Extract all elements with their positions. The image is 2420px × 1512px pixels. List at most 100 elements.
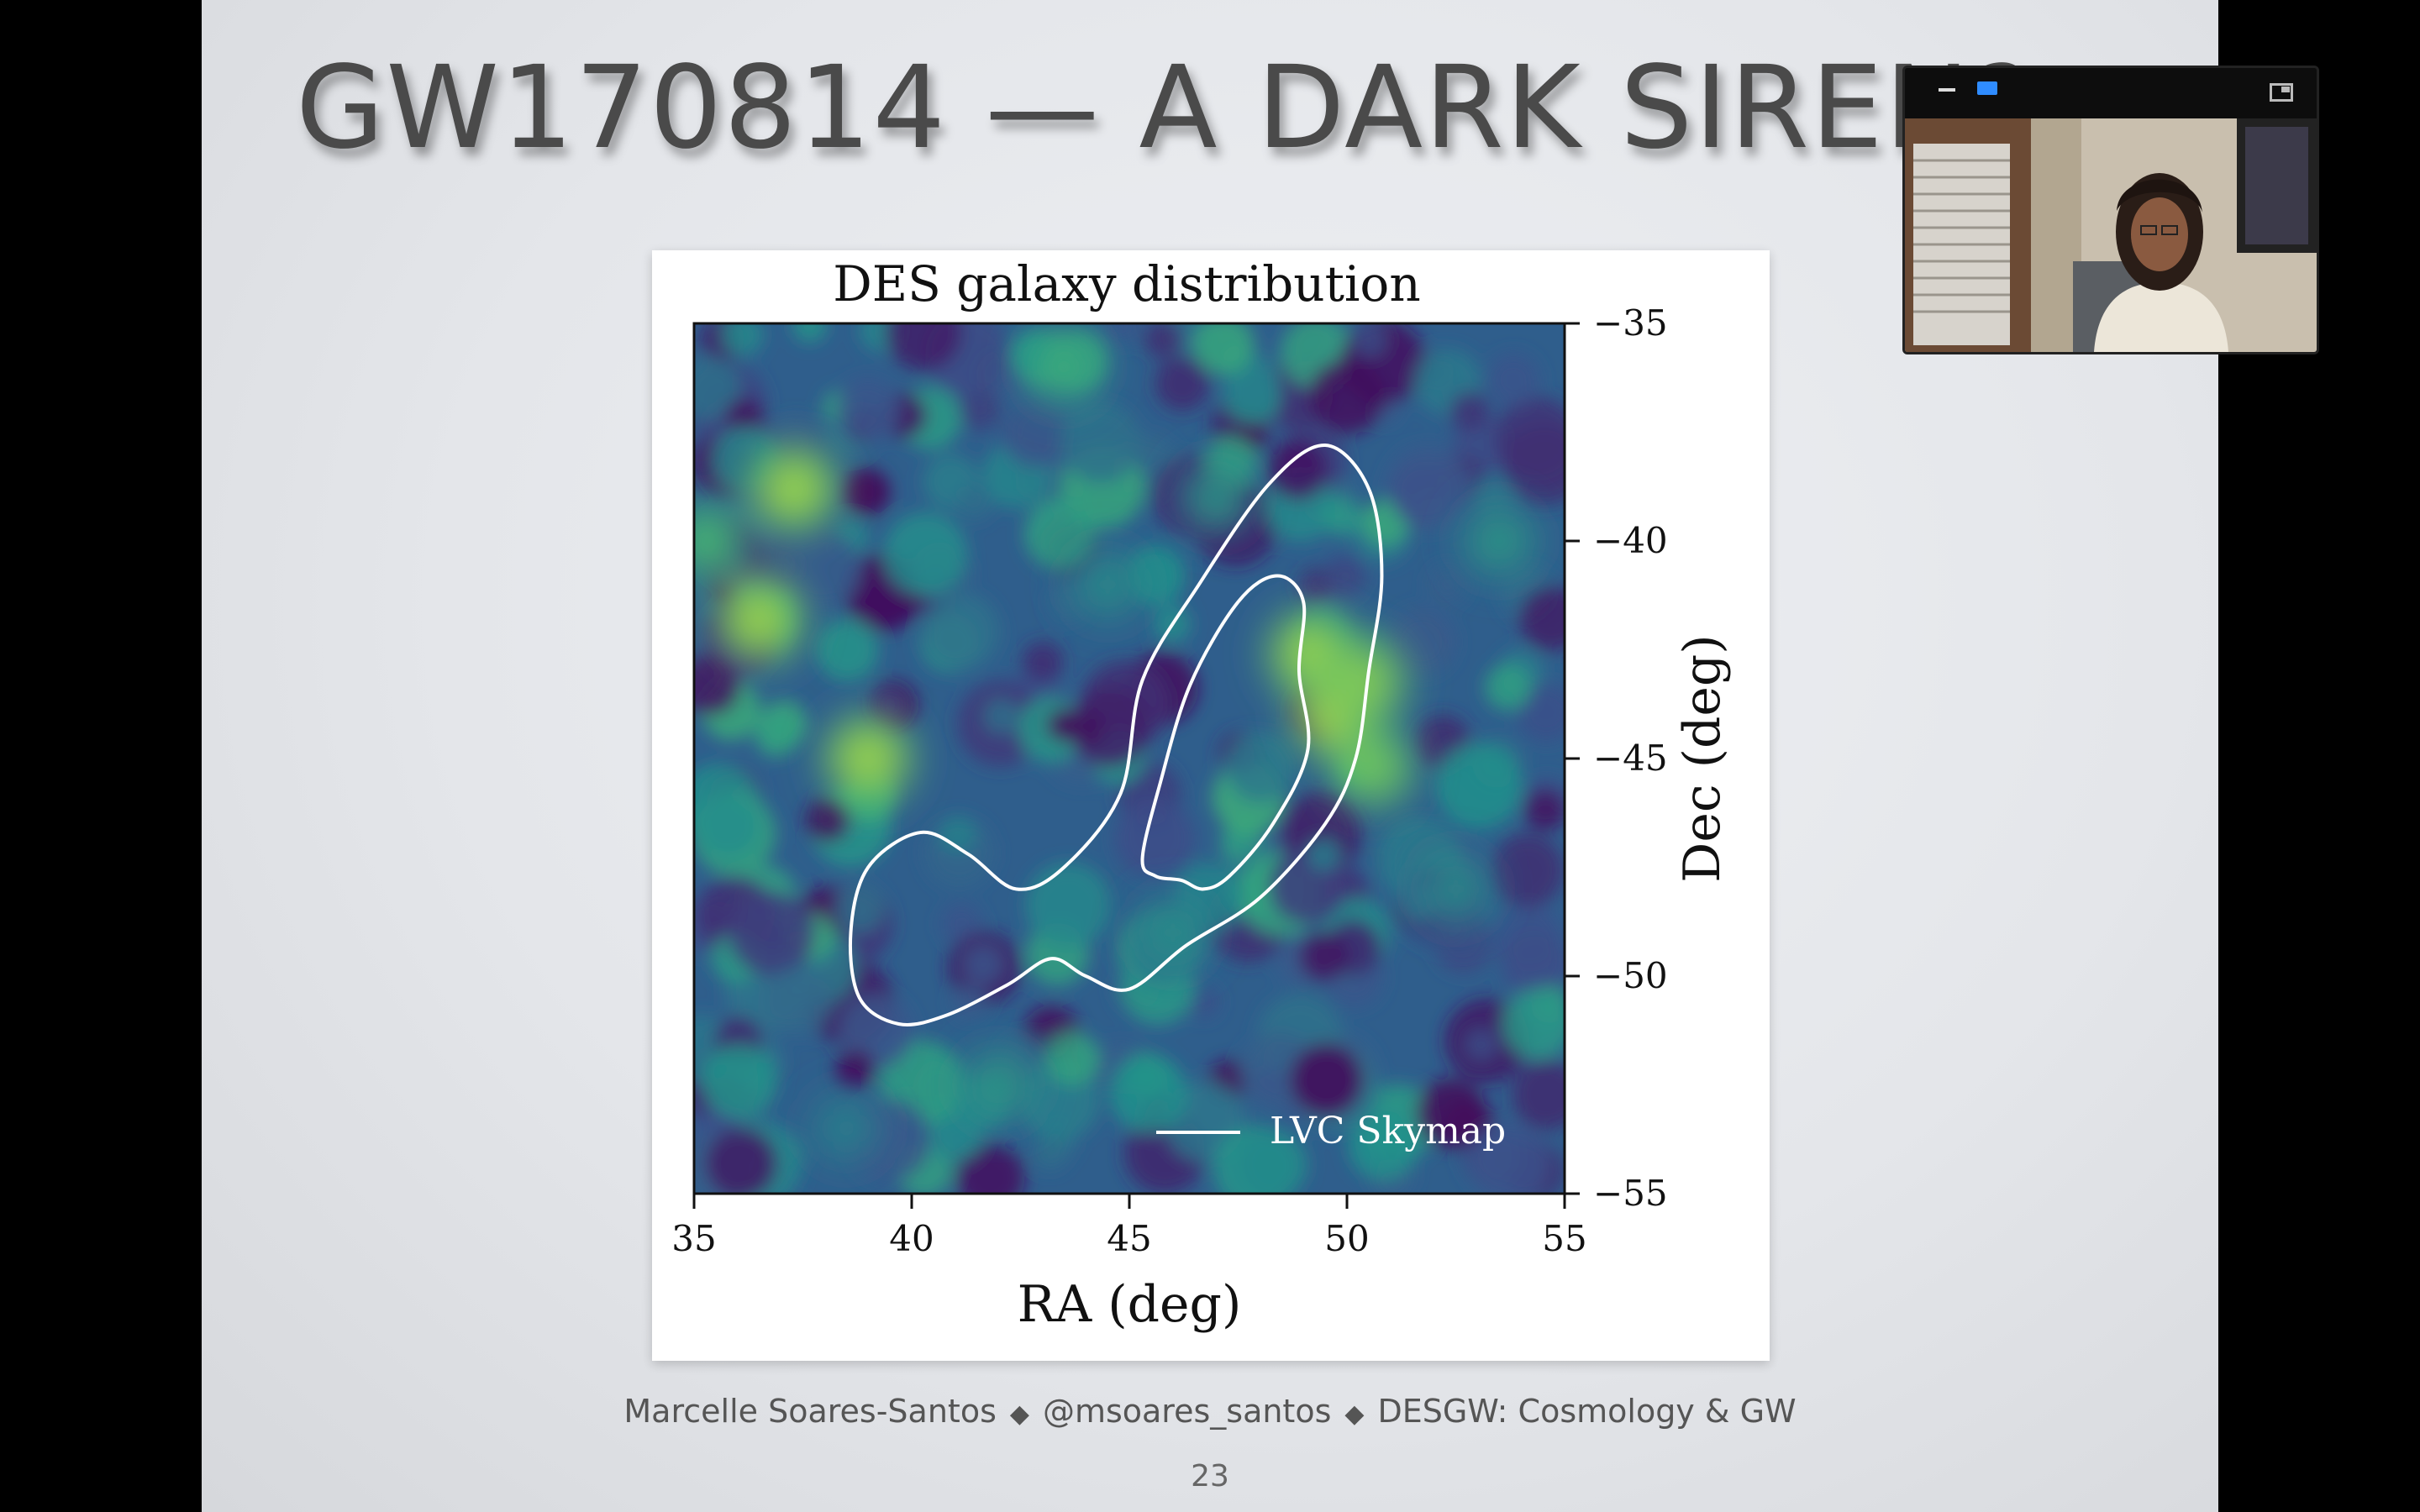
heatmap-hotspot-halo xyxy=(744,438,844,538)
heatmap-cell xyxy=(702,1044,777,1119)
heatmap-cell xyxy=(835,376,901,442)
heatmap-cell xyxy=(1322,497,1361,537)
heatmap-hotspot-halo xyxy=(1413,846,1499,932)
y-axis-label: Dec (deg) xyxy=(1673,634,1732,882)
chart-figure: DES galaxy distribution LVC Skymap 35 40 4… xyxy=(652,250,1770,1361)
heatmap-hotspot-halo xyxy=(818,709,918,808)
heatmap-cell xyxy=(1144,323,1182,359)
heatmap-cell xyxy=(792,323,828,343)
heatmap-cell xyxy=(805,796,851,843)
chart-svg: DES galaxy distribution LVC Skymap 35 40 4… xyxy=(671,255,1732,1334)
heatmap-cell xyxy=(1485,664,1532,711)
heatmap-cell xyxy=(1155,356,1210,412)
heatmap-cell xyxy=(1307,837,1341,872)
heatmap-cell xyxy=(955,1143,1025,1194)
heatmap-cell xyxy=(1449,391,1490,431)
heatmap-cell xyxy=(1323,555,1365,598)
heatmap-cell xyxy=(1252,1068,1286,1103)
heatmap-cell xyxy=(1025,862,1112,948)
y-tick-label: −35 xyxy=(1593,302,1668,344)
footer-separator: ◆ xyxy=(1009,1399,1029,1429)
heatmap-cell xyxy=(1391,463,1455,528)
heatmap-cell xyxy=(1225,732,1297,803)
heatmap-cell xyxy=(922,592,1000,670)
presentation-slide: GW170814 — A DARK SIREN? DES galaxy dist… xyxy=(202,0,2218,1512)
chart-legend: LVC Skymap xyxy=(1156,1110,1506,1152)
heatmap-cell xyxy=(842,468,891,516)
y-tick-label: −45 xyxy=(1593,738,1668,779)
heatmap-hotspot-halo xyxy=(1325,719,1422,816)
chart-title: DES galaxy distribution xyxy=(833,255,1420,312)
heatmap-cell xyxy=(885,323,962,371)
heatmap-cell xyxy=(694,356,741,422)
heatmap-cell xyxy=(959,388,1001,431)
heatmap-cell xyxy=(1060,402,1142,484)
heatmap-cell xyxy=(1348,1110,1418,1181)
heatmap-cell xyxy=(1266,439,1328,501)
heatmap-cell xyxy=(1001,399,1071,469)
contour-outer xyxy=(848,444,1384,1026)
heatmap-cell xyxy=(1290,1043,1364,1117)
heatmap-cell xyxy=(1416,1078,1486,1148)
heatmap-cell xyxy=(705,1128,777,1194)
heatmap-hotspot-halo xyxy=(1018,323,1110,412)
heatmap-cell xyxy=(984,698,1020,734)
footer-separator: ◆ xyxy=(1344,1399,1365,1429)
footer-handle: @msoares_santos xyxy=(1042,1393,1332,1430)
heatmap-cell xyxy=(697,795,760,858)
heatmap-hotspot-halo xyxy=(1065,541,1151,627)
heatmap-hotspot-halo xyxy=(804,1086,889,1171)
video-overlay-window[interactable] xyxy=(1902,66,2319,354)
heatmap-hotspot-halo xyxy=(1315,631,1413,729)
x-tick-label: 45 xyxy=(1107,1218,1151,1259)
slide-footer: Marcelle Soares-Santos ◆ @msoares_santos ◆ D… xyxy=(202,1393,2218,1430)
heatmap-cell xyxy=(1512,1059,1565,1131)
heatmap-cell xyxy=(883,512,968,596)
heatmap-cell xyxy=(1045,1032,1100,1086)
video-toolbar xyxy=(1905,68,2317,118)
heatmap-cell xyxy=(1465,1029,1497,1061)
minimize-icon[interactable] xyxy=(1939,88,1955,92)
heatmap-hotspot-halo xyxy=(1172,454,1260,542)
heatmap-cell xyxy=(816,619,879,681)
footer-talk: DESGW: Cosmology & GW xyxy=(1377,1393,1797,1430)
slide-page-number: 23 xyxy=(1191,1459,1229,1494)
heatmap-cell xyxy=(1297,568,1333,603)
footer-author: Marcelle Soares-Santos xyxy=(623,1393,997,1430)
heatmap-cell xyxy=(1436,743,1523,830)
heatmap-cell xyxy=(1066,709,1105,748)
heatmap-hotspot-halo xyxy=(709,570,809,669)
x-tick-label: 35 xyxy=(671,1218,716,1259)
heatmap-cell xyxy=(835,1049,876,1090)
heatmap-cell xyxy=(1352,323,1387,357)
y-tick-label: −55 xyxy=(1593,1173,1668,1214)
heatmap-cell xyxy=(1299,932,1349,981)
heatmap-cell xyxy=(1102,323,1139,344)
heatmap-cell xyxy=(956,485,992,522)
heatmap-hotspot-halo xyxy=(955,1041,1043,1129)
heatmap-cell xyxy=(1486,353,1540,407)
heatmap-cell xyxy=(725,398,764,437)
x-tick-label: 55 xyxy=(1542,1218,1586,1259)
heatmap-cell xyxy=(1024,498,1096,570)
heatmap-cell xyxy=(1490,833,1565,908)
heatmap-cell xyxy=(1502,930,1565,998)
speaker-video-feed xyxy=(1905,118,2317,352)
heatmap-cell xyxy=(951,984,987,1021)
heatmap-cell xyxy=(721,323,764,356)
heatmap-cell xyxy=(1518,585,1565,651)
heatmap-cell xyxy=(729,891,815,977)
heatmap-cell xyxy=(1470,1123,1551,1194)
legend-label: LVC Skymap xyxy=(1270,1110,1506,1152)
video-icon[interactable] xyxy=(1977,81,1997,95)
expand-icon[interactable] xyxy=(2270,83,2293,102)
x-axis-label: RA (deg) xyxy=(1018,1275,1242,1334)
x-tick-label: 50 xyxy=(1324,1218,1369,1259)
heatmap-cell xyxy=(1502,989,1565,1059)
heatmap-cell xyxy=(781,528,861,608)
contour-inner xyxy=(1140,574,1311,891)
y-tick-label: −40 xyxy=(1593,520,1668,561)
heatmap-cell xyxy=(1022,641,1064,683)
heatmap-cell xyxy=(1187,985,1220,1018)
heatmap-cell xyxy=(1114,798,1195,879)
